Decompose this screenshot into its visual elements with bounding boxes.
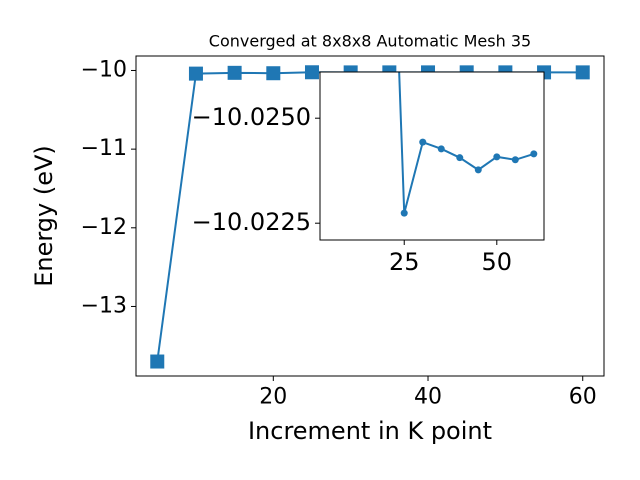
- x-tick-label: 50: [482, 248, 513, 276]
- marker: [419, 138, 427, 146]
- plot-area: [320, 72, 544, 240]
- marker: [493, 153, 501, 161]
- marker: [304, 65, 319, 80]
- y-tick-label: −10.0225: [192, 208, 311, 236]
- marker: [511, 156, 519, 164]
- axes-frame: [319, 71, 545, 241]
- y-tick-label: −11: [81, 136, 127, 161]
- x-axis-label: Increment in K point: [248, 417, 492, 445]
- y-tick-label: −13: [81, 293, 127, 318]
- x-tick-label: 60: [569, 385, 597, 410]
- x-tick-label: 40: [414, 385, 442, 410]
- marker: [188, 66, 203, 81]
- y-tick-label: −10: [81, 57, 127, 82]
- axes-frame: [135, 55, 605, 377]
- marker: [530, 150, 538, 158]
- x-tick-label: 25: [389, 248, 420, 276]
- y-tick-label: −12: [81, 215, 127, 240]
- marker: [456, 154, 464, 162]
- marker: [266, 66, 281, 81]
- marker: [150, 354, 165, 369]
- chart-title: Converged at 8x8x8 Automatic Mesh 35: [209, 32, 531, 51]
- x-tick-label: 20: [259, 385, 287, 410]
- y-tick-label: −10.0250: [192, 103, 311, 131]
- marker: [227, 65, 242, 80]
- marker: [400, 209, 408, 217]
- marker: [474, 166, 482, 174]
- plot-clip: [398, 72, 538, 217]
- marker: [575, 65, 590, 80]
- marker: [437, 145, 445, 153]
- y-axis-label: Energy (eV): [30, 145, 58, 287]
